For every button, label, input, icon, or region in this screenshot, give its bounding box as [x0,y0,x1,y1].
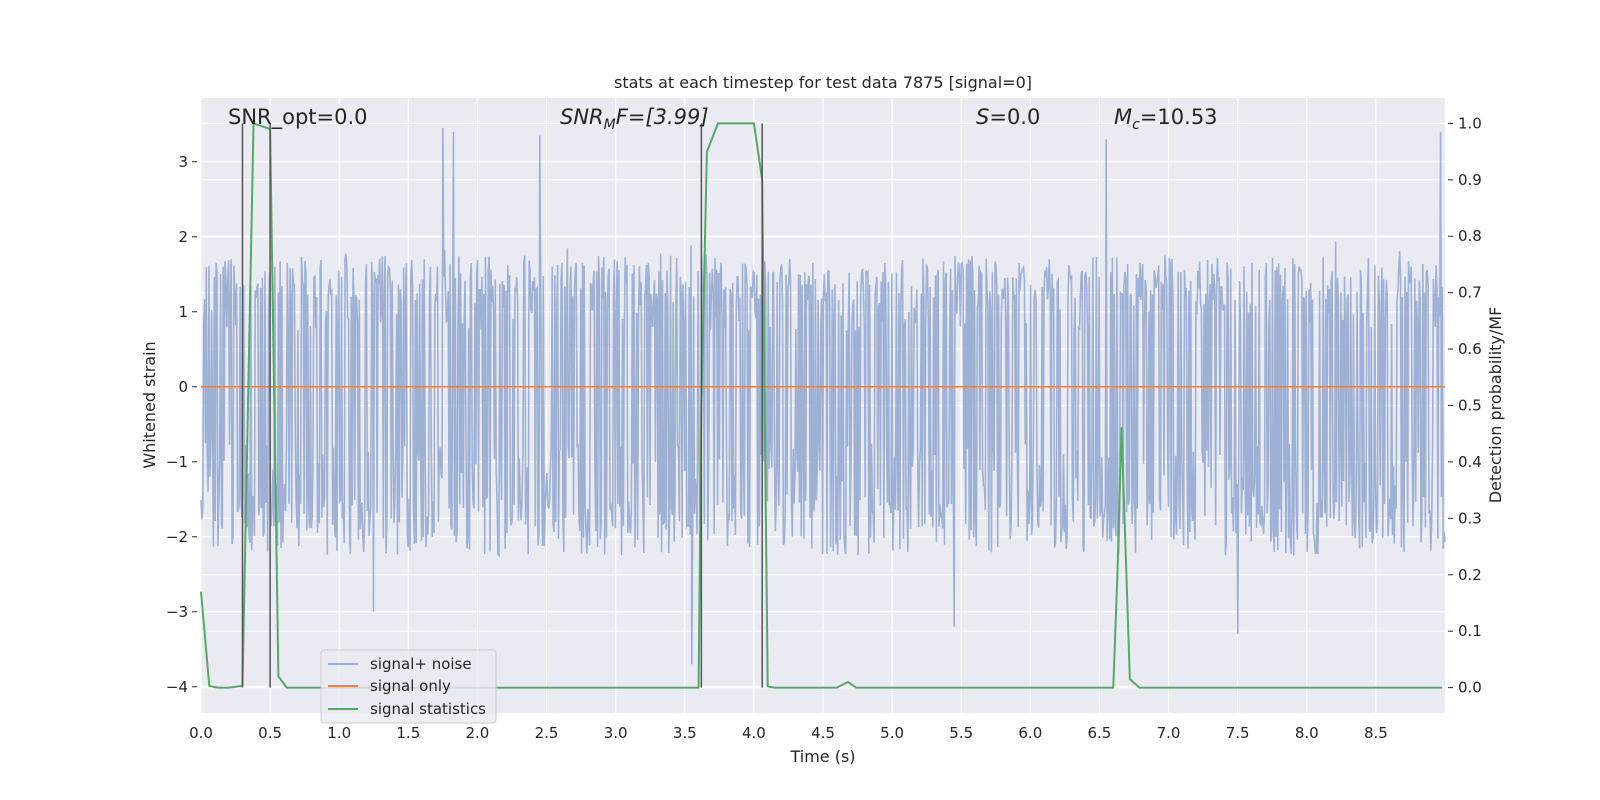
x-tick-label: 1.0 [327,724,351,742]
annotation-s: S=0.0 [976,105,1040,129]
x-tick-label: 5.5 [949,724,973,742]
y2-tick-label: 0.0 [1458,679,1482,697]
x-tick-label: 5.0 [880,724,904,742]
y-tick-label: −2 [166,528,188,546]
annotation-snr-mf-sub: M [604,117,616,133]
y2-tick-label: 0.9 [1458,171,1482,189]
y-tick-label: 3 [178,153,188,171]
y-tick-label: −1 [166,453,188,471]
annotation-mc-sub: c [1132,117,1140,133]
x-tick-label: 2.5 [535,724,559,742]
annotation-s-suffix: =0.0 [989,105,1040,129]
y2-tick-label: 0.1 [1458,622,1482,640]
y2-tick-label: 0.3 [1458,509,1482,527]
x-tick-label: 8.5 [1364,724,1388,742]
y-tick-label: −3 [166,603,188,621]
x-tick-labels: 0.0 0.5 1.0 1.5 2.0 2.5 3.0 3.5 4.0 4.5 5.0 5.5 6.0 6… [189,724,1388,742]
y2-tick-label: 0.6 [1458,340,1482,358]
x-tick-label: 4.0 [742,724,766,742]
y2-tick-labels: 1.0 0.9 0.8 0.7 0.6 0.5 0.4 0.3 0.2 0.1 0.0 [1448,114,1482,697]
annotation-snr-opt: SNR_opt=0.0 [228,105,368,130]
x-tick-label: 1.5 [396,724,420,742]
x-tick-label: 3.0 [604,724,628,742]
x-tick-label: 0.5 [258,724,282,742]
x-tick-label: 8.0 [1295,724,1319,742]
x-tick-label: 6.0 [1018,724,1042,742]
legend-box [320,649,497,724]
vertical-markers [241,123,763,688]
x-tick-label: 7.0 [1157,724,1181,742]
series-signal-noise [200,127,1446,665]
annotation-snr-mf: SNRMF=[3.99] [560,105,709,133]
annotation-snr-mf-prefix: SNR [560,105,604,129]
y-tick-label: 2 [178,228,188,246]
line-series [200,122,1445,689]
y2-tick-label: 1.0 [1458,114,1482,132]
legend-label-signal-only: signal only [370,677,451,695]
signal-noise-series [200,127,1446,665]
y2-tick-label: 0.5 [1458,397,1482,415]
y-tick-label: −4 [166,678,188,696]
annotation-snr-mf-suffix: F=[3.99] [616,105,709,129]
x-axis-label: Time (s) [789,747,855,766]
y2-tick-label: 0.2 [1458,566,1482,584]
legend-label-signal-noise: signal+ noise [370,655,472,673]
y2-tick-label: 0.7 [1458,284,1482,302]
y2-tick-label: 0.8 [1458,227,1482,245]
y2-tick-label: 0.4 [1458,453,1482,471]
legend: signal+ noise signal only signal statist… [320,649,497,724]
y-axis-label: Whitened strain [140,341,159,468]
x-tick-label: 7.5 [1226,724,1250,742]
y-tick-labels: 3 2 1 0 −1 −2 −3 −4 [166,153,197,696]
x-tick-label: 0.0 [189,724,213,742]
x-tick-label: 4.5 [811,724,835,742]
annotation-mc-prefix: M [1114,105,1132,129]
legend-label-signal-statistics: signal statistics [370,700,486,718]
y-tick-label: 0 [178,378,188,396]
x-tick-label: 6.5 [1088,724,1112,742]
annotation-mc-suffix: =10.53 [1140,105,1218,129]
chart-title: stats at each timestep for test data 787… [614,73,1032,92]
y-tick-label: 1 [178,303,188,321]
y2-axis-label: Detection probability/MF [1486,307,1505,504]
annotation-s-prefix: S [976,105,989,129]
x-tick-label: 2.0 [466,724,490,742]
x-tick-label: 3.5 [673,724,697,742]
annotation-mc: Mc=10.53 [1114,105,1218,133]
series-signal-statistics [200,122,1443,689]
